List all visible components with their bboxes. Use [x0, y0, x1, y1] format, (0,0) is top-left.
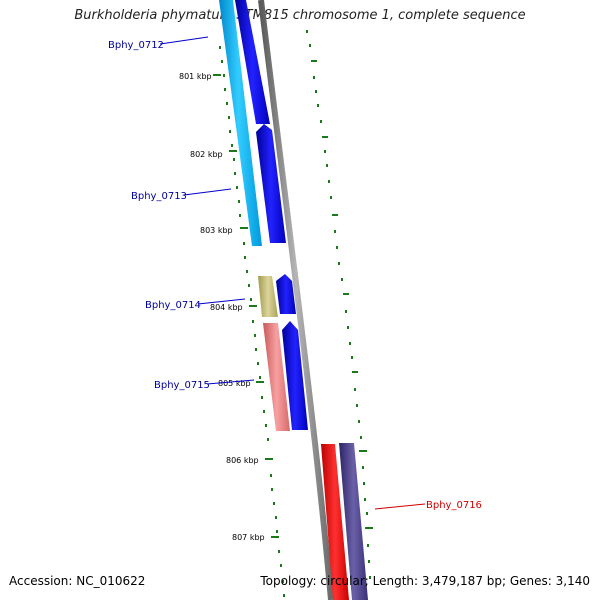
- scale-label-804: 804 kbp: [210, 303, 243, 312]
- gene-label-bphy-0712[interactable]: Bphy_0712: [108, 40, 164, 51]
- gene-bphy-0716-feature[interactable]: [321, 444, 349, 600]
- gene-bphy-0716-cds[interactable]: [339, 443, 368, 600]
- gene-bphy-0715-feature[interactable]: [263, 323, 290, 431]
- gene-bphy-0714-feature[interactable]: [258, 276, 278, 317]
- outer-tick-track: [306, 30, 373, 579]
- gene-label-bphy-0715[interactable]: Bphy_0715: [154, 380, 210, 391]
- inner-tick-track: [213, 46, 285, 597]
- gene-bphy-0712-cds[interactable]: [235, 0, 270, 124]
- gene-bphy-0712-feature[interactable]: [219, 0, 262, 246]
- scale-label-802: 802 kbp: [190, 150, 223, 159]
- gene-label-bphy-0713[interactable]: Bphy_0713: [131, 191, 187, 202]
- gene-leader-lines: [159, 36, 426, 510]
- scale-label-801: 801 kbp: [179, 72, 212, 81]
- gene-label-bphy-0716[interactable]: Bphy_0716: [426, 500, 482, 511]
- chromosome-backbone: [258, 0, 334, 600]
- map-title: Burkholderia phymatum STM815 chromosome …: [74, 8, 526, 23]
- sequence-summary-text: Topology: circular; Length: 3,479,187 bp…: [260, 574, 590, 588]
- gene-labels: Bphy_0712 Bphy_0713 Bphy_0714 Bphy_0715 …: [108, 40, 482, 511]
- scale-label-805: 805 kbp: [218, 379, 251, 388]
- gene-bphy-0714-cds[interactable]: [276, 274, 296, 314]
- gene-bphy-0715-cds[interactable]: [282, 321, 308, 430]
- gene-label-bphy-0714[interactable]: Bphy_0714: [145, 300, 201, 311]
- scale-label-807: 807 kbp: [232, 533, 265, 542]
- scale-label-806: 806 kbp: [226, 456, 259, 465]
- scale-label-803: 803 kbp: [200, 226, 233, 235]
- gene-bphy-0713-cds[interactable]: [256, 124, 286, 243]
- scale-labels: 801 kbp 802 kbp 803 kbp 804 kbp 805 kbp …: [179, 72, 265, 542]
- accession-text: Accession: NC_010622: [9, 574, 146, 588]
